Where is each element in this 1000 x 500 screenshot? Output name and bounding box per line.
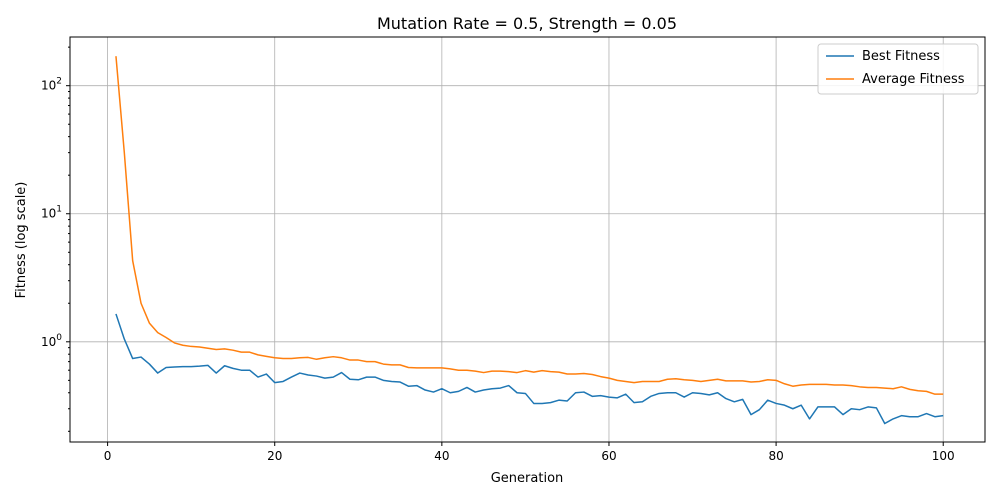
y-tick-label: 100	[41, 333, 62, 349]
y-tick-label: 101	[41, 205, 62, 221]
x-tick-label: 40	[434, 449, 449, 463]
x-tick-label: 20	[267, 449, 282, 463]
plot-frame	[69, 36, 986, 443]
axis-ticks: 0 20 40 60 80 100 100 101 102	[41, 46, 955, 463]
series-line-average-fitness	[115, 56, 944, 395]
series-lines	[115, 56, 944, 425]
legend: Best Fitness Average Fitness	[817, 43, 979, 95]
legend-label-average-fitness: Average Fitness	[862, 72, 965, 87]
y-tick-label: 102	[41, 77, 62, 93]
legend-box	[817, 43, 979, 95]
x-tick-label: 100	[932, 449, 955, 463]
series-line-best-fitness	[115, 313, 944, 425]
x-tick-label: 80	[768, 449, 783, 463]
y-axis-label: Fitness (log scale)	[14, 182, 29, 299]
chart-title: Mutation Rate = 0.5, Strength = 0.05	[377, 14, 677, 33]
x-tick-label: 60	[601, 449, 616, 463]
x-tick-label: 0	[104, 449, 112, 463]
legend-label-best-fitness: Best Fitness	[862, 49, 940, 64]
x-axis-label: Generation	[491, 471, 564, 486]
